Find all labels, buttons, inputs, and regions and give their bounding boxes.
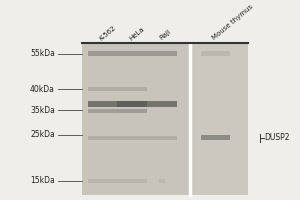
Bar <box>147 51 177 56</box>
Bar <box>88 87 117 91</box>
Bar <box>117 109 147 113</box>
Bar <box>117 51 147 56</box>
Bar <box>88 136 117 140</box>
Text: 25kDa: 25kDa <box>30 130 55 139</box>
Bar <box>159 179 165 183</box>
Bar <box>192 43 248 195</box>
Bar <box>82 43 189 195</box>
Text: DUSP2: DUSP2 <box>264 133 290 142</box>
Text: 15kDa: 15kDa <box>30 176 55 185</box>
Text: Raji: Raji <box>158 28 172 41</box>
Bar <box>117 87 147 91</box>
Bar <box>117 136 147 140</box>
Text: K-562: K-562 <box>99 24 117 41</box>
Bar <box>200 51 230 56</box>
Text: 55kDa: 55kDa <box>30 49 55 58</box>
Bar <box>147 101 177 107</box>
Text: Mouse thymus: Mouse thymus <box>212 4 255 41</box>
Bar <box>88 51 117 56</box>
Bar <box>88 109 117 113</box>
Bar <box>117 179 147 183</box>
Text: 35kDa: 35kDa <box>30 106 55 115</box>
Text: HeLa: HeLa <box>128 25 146 41</box>
Bar <box>147 136 177 140</box>
Bar <box>88 179 117 183</box>
Text: 40kDa: 40kDa <box>30 85 55 94</box>
Bar <box>117 101 147 107</box>
Bar <box>200 135 230 140</box>
Bar <box>88 101 117 107</box>
